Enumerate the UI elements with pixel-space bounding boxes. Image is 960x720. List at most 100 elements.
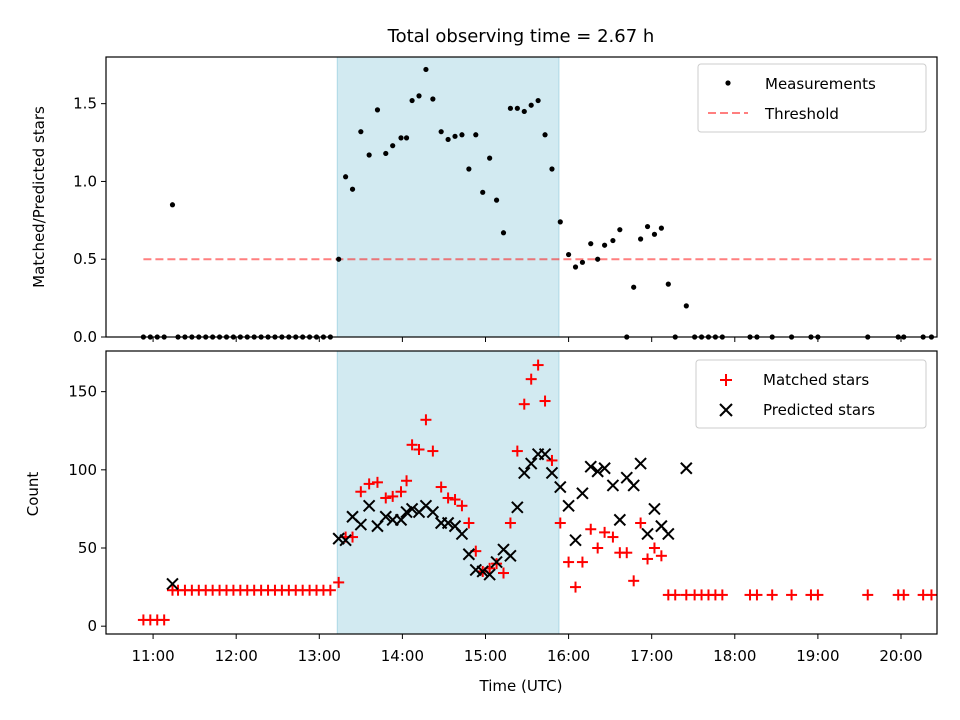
measurement-point — [665, 281, 671, 287]
measurement-point — [493, 197, 500, 203]
matched-star-point — [442, 492, 454, 504]
matched-star-point — [570, 581, 582, 593]
matched-star-point — [491, 558, 503, 570]
matched-star-point — [406, 439, 418, 451]
measurement-point — [617, 227, 623, 233]
measurement-point — [631, 284, 637, 290]
measurement-point — [390, 143, 396, 149]
matched-star-point — [363, 478, 375, 490]
measurement-point — [602, 242, 608, 248]
measurement-point — [473, 132, 479, 138]
measurement-point — [651, 231, 658, 237]
measurement-point — [579, 259, 586, 265]
matched-star-point — [539, 395, 551, 407]
measurement-point — [398, 135, 404, 141]
matched-star-point — [449, 494, 461, 506]
x-tick-label: 19:00 — [796, 647, 839, 665]
x-tick-label: 16:00 — [547, 647, 590, 665]
matched-star-point — [576, 556, 588, 568]
legend-predicted-label: Predicted stars — [763, 401, 875, 419]
predicted-star-point — [441, 516, 455, 530]
predicted-star-point — [554, 480, 567, 494]
matched-star-point — [518, 398, 530, 410]
y-tick-label: 50 — [78, 539, 97, 557]
measurement-point — [374, 107, 381, 113]
top-legend-box — [697, 63, 927, 133]
measurement-point — [557, 219, 563, 225]
matched-star-point — [395, 486, 407, 498]
top-legend: Measurements Threshold — [697, 63, 927, 133]
measurement-point — [452, 133, 458, 139]
measurement-point — [480, 189, 486, 195]
x-tick-label: 14:00 — [381, 647, 424, 665]
predicted-star-point — [339, 533, 352, 547]
matched-star-point — [401, 475, 413, 487]
predicted-star-point — [569, 533, 582, 547]
measurement-point — [610, 237, 616, 244]
predicted-star-point — [598, 462, 611, 475]
top-xticks — [152, 337, 902, 342]
matched-star-point — [751, 589, 763, 601]
x-tick-label: 20:00 — [879, 647, 922, 665]
top-yticks: 0.0 0.5 1.0 1.5 — [73, 95, 106, 346]
y-tick-label: 100 — [68, 461, 97, 479]
predicted-star-point — [634, 457, 647, 470]
predicted-star-point — [584, 460, 597, 473]
legend-measurements-marker — [725, 80, 731, 86]
predicted-star-point — [576, 487, 589, 500]
y-tick-label: 1.0 — [73, 172, 97, 190]
y-tick-label: 1.5 — [73, 95, 97, 113]
predicted-star-point — [354, 518, 368, 531]
predicted-star-point — [680, 462, 693, 475]
matched-star-point — [497, 567, 509, 579]
predicted-star-point — [524, 457, 538, 470]
matched-star-point — [511, 445, 523, 457]
predicted-star-point — [455, 527, 469, 541]
predicted-star-point — [362, 499, 376, 512]
x-tick-label: 12:00 — [215, 647, 258, 665]
predicted-star-point — [538, 447, 552, 461]
measurement-point — [358, 129, 364, 135]
y-tick-label: 150 — [68, 383, 97, 401]
measurement-point — [644, 223, 651, 230]
matched-star-point — [669, 589, 681, 601]
measurement-point — [366, 152, 372, 158]
measurement-point — [430, 96, 436, 102]
predicted-star-point — [613, 513, 627, 527]
y-tick-label: 0.0 — [73, 328, 97, 346]
matched-star-point — [628, 575, 640, 587]
matched-star-point — [427, 445, 439, 457]
bottom-plot-layer — [137, 359, 937, 626]
shaded-observing-window — [336, 56, 560, 338]
matched-star-point — [599, 526, 611, 538]
bottom-xticks: 11:00 12:00 13:00 14:00 15:00 16:00 17:00 18:00… — [131, 634, 923, 665]
x-tick-label: 17:00 — [630, 647, 673, 665]
measurement-point — [588, 241, 594, 247]
bottom-legend: Matched stars Predicted stars — [695, 359, 927, 429]
measurement-point — [403, 135, 410, 141]
measurement-point — [514, 105, 520, 111]
matched-star-point — [766, 589, 778, 601]
matched-star-point — [525, 373, 537, 385]
measurement-point — [595, 256, 601, 262]
matched-star-point — [648, 542, 660, 554]
matched-star-point — [380, 492, 392, 504]
legend-threshold-label: Threshold — [764, 105, 839, 123]
measurement-point — [528, 102, 534, 108]
predicted-star-point — [483, 568, 496, 581]
predicted-star-point — [405, 502, 419, 516]
predicted-star-point — [504, 549, 517, 563]
measurement-point — [507, 105, 514, 111]
matched-star-point — [435, 481, 447, 493]
top-axes-frame — [105, 56, 938, 338]
matched-star-point — [812, 589, 824, 601]
measurement-point — [466, 166, 472, 172]
matched-star-point — [607, 531, 619, 543]
measurement-point — [542, 132, 548, 138]
matched-star-point — [324, 584, 336, 596]
measurement-point — [487, 155, 493, 161]
matched-star-point — [655, 550, 667, 562]
predicted-star-point — [545, 466, 559, 480]
bottom-panel: 0 50 100 150 11:00 12:00 13:00 14:00 15:00 16:00… — [24, 350, 938, 695]
